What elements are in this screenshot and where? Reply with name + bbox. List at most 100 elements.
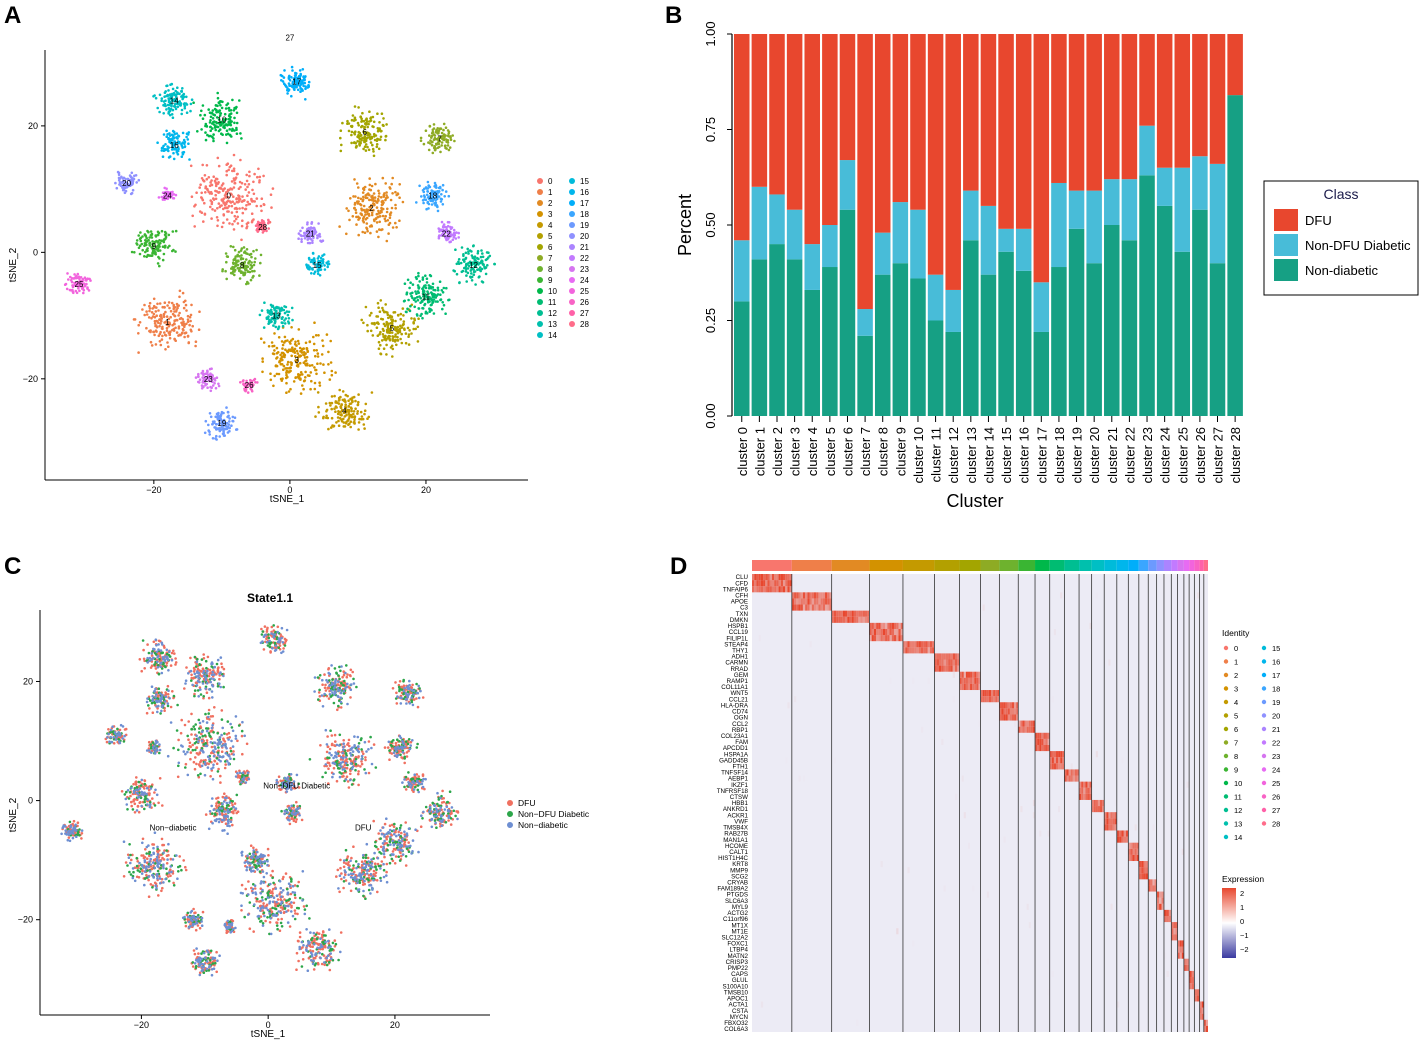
bar-non-diabetic-14 — [980, 274, 997, 416]
bar-non-dfu-diabetic-26 — [1192, 156, 1208, 210]
gene-label: TMSB4X — [723, 825, 748, 832]
legend-label-25: 25 — [580, 287, 589, 296]
cluster-label-27: 27 — [285, 33, 294, 42]
c-x-tick-label: 20 — [390, 1020, 400, 1030]
bar-non-dfu-diabetic-16 — [1015, 228, 1032, 271]
cluster-label-23: 23 — [204, 375, 213, 384]
identity-legend-label-14: 14 — [1234, 833, 1242, 842]
bar-dfu-16 — [1015, 34, 1032, 229]
cluster-label-22: 22 — [442, 229, 451, 238]
panel-a-x-ticks: −20 0 20 — [146, 480, 431, 495]
bar-dfu-27 — [1209, 34, 1226, 164]
identity-block-8 — [999, 560, 1019, 571]
c-annotation-2: DFU — [355, 823, 372, 832]
bar-dfu-23 — [1139, 34, 1155, 126]
identity-legend-dot-12 — [1223, 807, 1229, 813]
legend-label-11: 11 — [548, 298, 557, 307]
b-x-tick-label: cluster 10 — [911, 427, 926, 483]
legend-dot-4 — [537, 222, 543, 228]
bar-non-dfu-diabetic-10 — [910, 209, 926, 279]
identity-block-9 — [1018, 560, 1036, 571]
gene-label: SCG2 — [731, 873, 748, 880]
legend-label-18: 18 — [580, 210, 589, 219]
legend-dot-11 — [537, 299, 543, 305]
identity-legend-label-6: 6 — [1234, 725, 1238, 734]
bar-dfu-10 — [910, 34, 926, 210]
cluster-10-points — [192, 91, 243, 145]
legend-dot-20 — [569, 233, 575, 239]
gene-label: PTGDS — [727, 892, 748, 899]
bar-dfu-26 — [1192, 34, 1208, 157]
bar-non-diabetic-12 — [945, 331, 961, 416]
bar-dfu-12 — [945, 34, 961, 290]
legend-label-7: 7 — [548, 254, 553, 263]
legend-label-10: 10 — [548, 287, 557, 296]
bar-non-diabetic-7 — [857, 335, 873, 416]
identity-legend-label-10: 10 — [1234, 779, 1242, 788]
legend-swatch-non-diabetic — [1274, 259, 1298, 281]
bar-non-diabetic-8 — [874, 274, 891, 416]
identity-block-26 — [1194, 560, 1200, 571]
bar-dfu-22 — [1121, 34, 1138, 180]
cluster-label-17: 17 — [292, 78, 301, 87]
bar-non-dfu-diabetic-25 — [1174, 167, 1191, 252]
gene-label: CD74 — [732, 709, 748, 716]
gene-label: LTBP4 — [730, 947, 749, 954]
legend-label-2: 2 — [548, 199, 553, 208]
cluster-label-5: 5 — [390, 324, 395, 333]
bar-dfu-5 — [822, 34, 838, 225]
panel-letter-b: B — [665, 2, 683, 29]
legend-dot-14 — [537, 332, 543, 338]
gene-label: DMKN — [730, 617, 748, 624]
legend-dot-8 — [537, 266, 543, 272]
identity-legend-label-26: 26 — [1272, 793, 1280, 802]
legend-label-4: 4 — [548, 221, 553, 230]
cluster-label-25: 25 — [75, 280, 84, 289]
identity-legend-dot-1 — [1223, 659, 1229, 664]
legend-label-3: 3 — [548, 210, 553, 219]
cluster-label-18: 18 — [428, 191, 437, 200]
panel-d-expression-legend-title: Expression — [1222, 874, 1264, 884]
b-y-tick-label: 0.25 — [703, 308, 718, 333]
bar-non-diabetic-24 — [1156, 205, 1173, 416]
gene-label: TNFRSF18 — [717, 788, 749, 795]
bar-non-diabetic-20 — [1086, 263, 1102, 416]
bar-dfu-14 — [980, 34, 997, 206]
bar-non-diabetic-19 — [1068, 228, 1085, 416]
gene-label: CCL21 — [729, 696, 749, 703]
cluster-2-points — [338, 176, 405, 243]
identity-block-23 — [1177, 560, 1184, 571]
bar-non-dfu-diabetic-12 — [945, 289, 961, 332]
b-x-tick-label: cluster 16 — [1017, 427, 1032, 483]
cluster-5-points — [360, 299, 420, 358]
legend-dot-5 — [537, 233, 543, 239]
cluster-label-21: 21 — [306, 229, 315, 238]
legend-dot-25 — [569, 288, 575, 294]
legend-label-16: 16 — [580, 188, 589, 197]
gene-label: CTSW — [730, 794, 748, 801]
bar-non-diabetic-28 — [1227, 95, 1243, 417]
panel-b-x-label: Cluster — [946, 491, 1003, 511]
legend-dot-7 — [537, 255, 543, 261]
bar-non-dfu-diabetic-20 — [1086, 190, 1102, 264]
gene-label: CCL19 — [729, 629, 749, 636]
cluster-label-20: 20 — [122, 179, 131, 188]
legend-label-27: 27 — [580, 309, 589, 318]
gene-label: TNFAIP6 — [723, 586, 749, 593]
identity-legend-dot-23 — [1261, 753, 1267, 759]
bar-dfu-7 — [857, 34, 873, 310]
gene-label: THY1 — [732, 647, 748, 654]
identity-legend-dot-9 — [1223, 767, 1229, 772]
identity-block-25 — [1189, 560, 1195, 571]
cluster-25-points — [63, 272, 92, 295]
gene-label: CCL2 — [732, 721, 748, 728]
gene-label: GADD45B — [719, 757, 748, 764]
cluster-label-3: 3 — [294, 356, 299, 365]
bar-non-dfu-diabetic-22 — [1121, 179, 1138, 241]
b-y-tick-label: 0.75 — [703, 117, 718, 142]
a-x-tick-label: 20 — [421, 485, 431, 495]
gene-label: TXN — [736, 611, 748, 618]
gene-label: ANKRD1 — [723, 806, 749, 813]
a-y-tick-label: −20 — [23, 374, 38, 384]
c-legend-label-1: Non−DFU Diabetic — [518, 809, 590, 819]
